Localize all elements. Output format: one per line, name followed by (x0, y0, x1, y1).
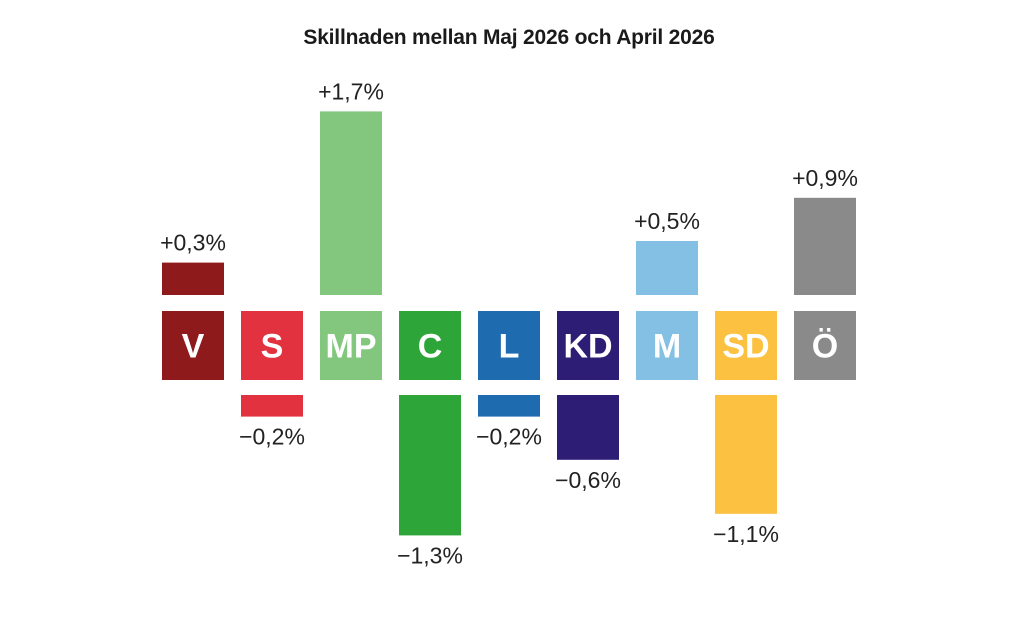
party-box-sd (715, 311, 777, 380)
bar-v (162, 262, 224, 295)
value-label-c: −1,3% (397, 542, 463, 568)
bar-s (241, 395, 303, 417)
value-label-mp: +1,7% (318, 78, 384, 104)
bar-m (636, 241, 698, 295)
party-label-mp: MP (326, 328, 377, 366)
party-box-mp (320, 311, 382, 380)
value-label-o: +0,9% (792, 165, 858, 191)
party-label-s: S (261, 328, 284, 366)
party-label-sd: SD (722, 328, 769, 366)
party-label-m: M (653, 328, 681, 366)
party-label-v: V (182, 328, 205, 366)
bar-l (478, 395, 540, 417)
value-label-s: −0,2% (239, 424, 305, 450)
party-label-kd: KD (563, 328, 612, 366)
party-label-o: Ö (812, 328, 838, 366)
party-box-kd (557, 311, 619, 380)
party-box-m (636, 311, 698, 380)
party-box-s (241, 311, 303, 380)
bar-mp (320, 111, 382, 296)
party-box-o (794, 311, 856, 380)
value-label-sd: −1,1% (713, 521, 779, 547)
bar-sd (715, 395, 777, 514)
bar-c (399, 395, 461, 536)
party-label-c: C (418, 328, 443, 366)
bar-kd (557, 395, 619, 460)
party-box-c (399, 311, 461, 380)
value-label-v: +0,3% (160, 230, 226, 256)
party-box-l (478, 311, 540, 380)
party-box-v (162, 311, 224, 380)
chart-title: Skillnaden mellan Maj 2026 och April 202… (303, 26, 715, 49)
value-label-kd: −0,6% (555, 467, 621, 493)
value-label-l: −0,2% (476, 424, 542, 450)
value-label-m: +0,5% (634, 208, 700, 234)
party-label-l: L (499, 328, 520, 366)
bar-o (794, 197, 856, 295)
